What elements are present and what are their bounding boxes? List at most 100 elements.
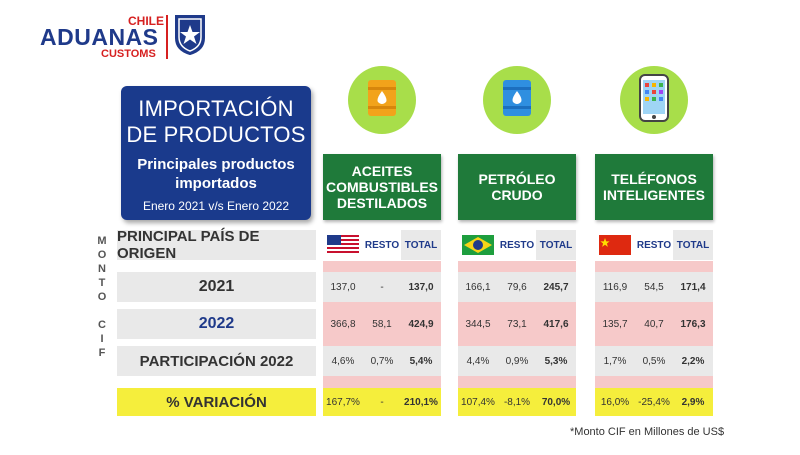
data-cell: -25,4%	[638, 396, 670, 408]
row-label-variation: % VARIACIÓN	[117, 388, 316, 416]
data-cell: 79,6	[507, 281, 527, 293]
data-cell: 137,0	[408, 281, 434, 293]
row-separator	[458, 302, 576, 309]
title-panel: IMPORTACIÓN DE PRODUCTOS Principales pro…	[121, 86, 311, 220]
data-cell: 116,9	[602, 281, 628, 293]
data-cell: 417,6	[543, 318, 569, 330]
usa-flag-icon	[327, 235, 359, 255]
data-row-share: 1,7% 0,5% 2,2%	[595, 346, 713, 376]
data-row-variation: 167,7% - 210,1%	[323, 388, 441, 416]
data-cell: 424,9	[408, 318, 434, 330]
total-header: TOTAL	[673, 230, 713, 260]
data-cell: 135,7	[602, 318, 628, 330]
product-icon-circle	[620, 66, 688, 134]
data-cell: 245,7	[543, 281, 569, 293]
origin-flag-cell	[595, 230, 635, 260]
product-header: PETRÓLEO CRUDO	[458, 154, 576, 220]
data-row-y2022: 366,8 58,1 424,9	[323, 309, 441, 339]
data-cell: 1,7%	[603, 355, 627, 367]
row-separator	[323, 261, 441, 272]
row-separator	[595, 376, 713, 388]
resto-header: RESTO	[636, 239, 672, 251]
data-cell: 344,5	[465, 318, 491, 330]
data-cell: 40,7	[644, 318, 664, 330]
data-cell: 0,7%	[370, 355, 394, 367]
data-row-share: 4,4% 0,9% 5,3%	[458, 346, 576, 376]
vertical-letter: F	[98, 347, 106, 359]
resto-header: RESTO	[499, 239, 535, 251]
vertical-letter: C	[98, 319, 106, 331]
data-row-y2022: 344,5 73,1 417,6	[458, 309, 576, 339]
title-line-2: DE PRODUCTOS	[126, 122, 306, 147]
resto-header: RESTO	[364, 239, 400, 251]
title-line-1: IMPORTACIÓN	[138, 96, 294, 121]
data-cell: -8,1%	[503, 396, 531, 408]
data-cell: 2,2%	[681, 355, 705, 367]
data-cell: 176,3	[680, 318, 706, 330]
row-label-2021: 2021	[117, 272, 316, 302]
data-row-share: 4,6% 0,7% 5,4%	[323, 346, 441, 376]
logo-divider	[166, 15, 168, 59]
row-separator	[458, 376, 576, 388]
data-cell: 54,5	[644, 281, 664, 293]
total-header: TOTAL	[536, 230, 576, 260]
row-separator	[458, 261, 576, 272]
data-cell: 5,3%	[544, 355, 568, 367]
origin-flag-cell	[458, 230, 498, 260]
data-cell: 5,4%	[409, 355, 433, 367]
data-row-y2021: 137,0 - 137,0	[323, 272, 441, 302]
subtitle-line-1: Principales productos	[137, 156, 295, 173]
logo-chile-text: CHILE	[128, 14, 164, 28]
data-row-y2022: 135,7 40,7 176,3	[595, 309, 713, 339]
data-cell: 73,1	[507, 318, 527, 330]
data-cell: 58,1	[372, 318, 392, 330]
data-cell: 4,6%	[331, 355, 355, 367]
product-header: TELÉFONOS INTELIGENTES	[595, 154, 713, 220]
data-cell: 2,9%	[681, 396, 705, 408]
logo-customs-text: CUSTOMS	[101, 48, 156, 60]
vertical-letter: O	[97, 249, 107, 261]
data-cell: 70,0%	[541, 396, 571, 408]
row-separator	[323, 339, 441, 346]
vertical-label-monto-cif: M O N T O C I F	[94, 234, 110, 394]
subtitle-line-2: importados	[175, 175, 257, 192]
aduanas-shield-icon	[175, 15, 205, 56]
vertical-letter: O	[97, 291, 107, 303]
data-row-variation: 107,4% -8,1% 70,0%	[458, 388, 576, 416]
row-separator	[323, 302, 441, 309]
data-cell: 171,4	[680, 281, 706, 293]
vertical-letter: I	[100, 333, 104, 345]
vertical-letter: M	[97, 235, 107, 247]
data-cell: 0,5%	[642, 355, 666, 367]
row-separator	[323, 376, 441, 388]
logo-aduanas-text: ADUANAS	[40, 24, 159, 50]
total-header: TOTAL	[401, 230, 441, 260]
product-icon-circle	[348, 66, 416, 134]
data-cell: -	[380, 396, 384, 408]
row-label-share: PARTICIPACIÓN 2022	[117, 346, 316, 376]
product-name-line: COMBUSTIBLES	[326, 179, 438, 195]
data-row-y2021: 166,1 79,6 245,7	[458, 272, 576, 302]
data-cell: 366,8	[330, 318, 356, 330]
vertical-letter: T	[98, 277, 106, 289]
row-separator	[595, 261, 713, 272]
brazil-flag-icon	[462, 235, 494, 255]
data-cell: 210,1%	[404, 396, 438, 408]
data-cell: 107,4%	[461, 396, 495, 408]
row-label-2022: 2022	[117, 309, 316, 339]
data-cell: 16,0%	[600, 396, 630, 408]
row-separator	[595, 302, 713, 309]
origin-header-row: RESTO TOTAL	[595, 230, 713, 260]
data-cell: -	[380, 281, 384, 293]
data-cell: 167,7%	[326, 396, 360, 408]
row-label-origin: PRINCIPAL PAÍS DE ORIGEN	[117, 228, 316, 262]
oil-barrel-icon	[365, 78, 399, 123]
origin-header-row: RESTO TOTAL	[323, 230, 441, 260]
product-name-line: DESTILADOS	[336, 195, 428, 211]
origin-flag-cell	[323, 230, 363, 260]
product-name-line: PETRÓLEO	[478, 171, 556, 187]
data-cell: 4,4%	[466, 355, 490, 367]
data-row-variation: 16,0% -25,4% 2,9%	[595, 388, 713, 416]
china-flag-icon	[599, 235, 631, 255]
footnote: *Monto CIF en Millones de US$	[570, 426, 725, 438]
